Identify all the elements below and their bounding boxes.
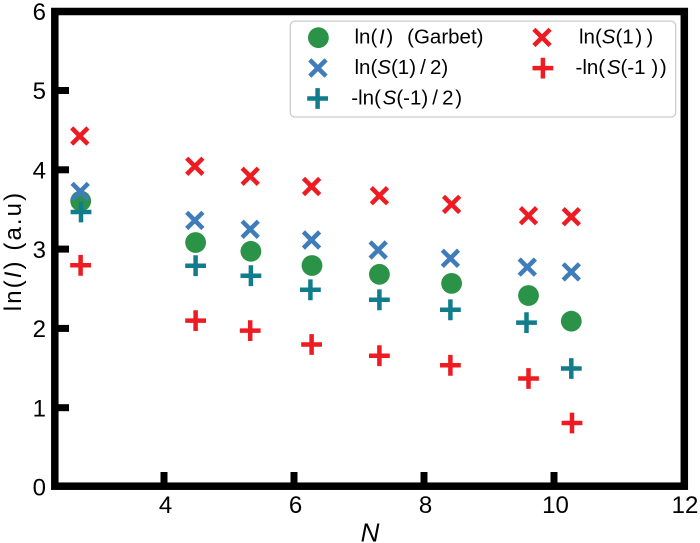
svg-text:4: 4 [33, 158, 46, 185]
svg-text:0: 0 [33, 475, 46, 502]
svg-text:4: 4 [159, 492, 172, 519]
svg-text:10: 10 [542, 492, 569, 519]
svg-text:6: 6 [289, 492, 302, 519]
svg-text:1: 1 [33, 395, 46, 422]
svg-text:2: 2 [33, 316, 46, 343]
svg-text:8: 8 [419, 492, 432, 519]
svg-text:12: 12 [672, 492, 699, 519]
svg-text:-ln( S(-1 ) ): -ln( S(-1 ) ) [576, 56, 667, 79]
svg-text:N: N [361, 518, 380, 543]
svg-text:ln(I) (a.u): ln(I) (a.u) [0, 191, 27, 311]
svg-text:5: 5 [33, 78, 46, 105]
svg-text:6: 6 [33, 0, 46, 26]
svg-text:ln(S(1 ) ): ln(S(1 ) ) [579, 26, 653, 49]
svg-text:ln(S(1) / 2): ln(S(1) / 2) [355, 56, 449, 79]
svg-text:ln( I ) (Garbet): ln( I ) (Garbet) [355, 26, 484, 49]
svg-text:3: 3 [33, 237, 46, 264]
svg-text:-ln( S(-1) / 2 ): -ln( S(-1) / 2 ) [351, 86, 462, 109]
